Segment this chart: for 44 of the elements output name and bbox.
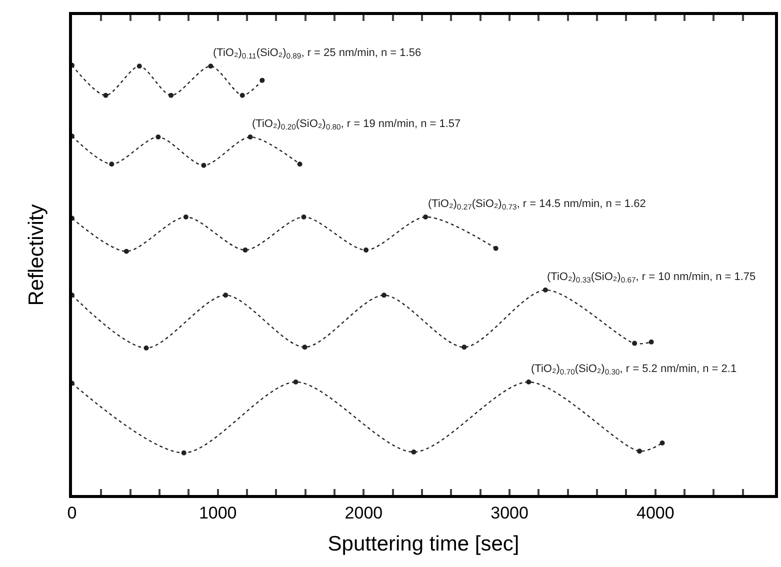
point	[301, 214, 306, 220]
point	[136, 64, 142, 69]
point	[462, 344, 467, 350]
x-tick-label: 3000	[490, 503, 528, 522]
y-axis-title: Reflectivity	[25, 204, 48, 306]
point	[364, 248, 369, 253]
series-label: (TiO₂)$_{0.33}$(SiO₂)$_{0.67}$, r = 10 nm/min, n = 1.75	[547, 271, 756, 284]
x-tick-label: 2000	[344, 503, 383, 522]
point	[260, 78, 265, 83]
x-axis-title: Sputtering time [sec]	[328, 532, 520, 556]
point	[124, 248, 129, 254]
point	[183, 214, 188, 220]
point	[660, 440, 665, 446]
point	[242, 248, 248, 253]
x-tick-label: 4000	[636, 503, 674, 522]
point	[201, 162, 206, 168]
point	[103, 92, 108, 98]
point	[381, 292, 386, 298]
point	[493, 246, 498, 251]
series-label: (TiO₂)$_{0.70}$(SiO₂)$_{0.30}$, r = 5.2 nm/min, n = 2.1	[531, 363, 737, 376]
point	[144, 346, 149, 351]
point	[240, 92, 245, 98]
series-label: (TiO₂)$_{0.11}$(SiO₂)$_{0.89}$, r = 25 nm/min, n = 1.56	[213, 47, 422, 60]
point	[109, 162, 114, 167]
x-tick-label: 0	[67, 503, 77, 522]
point	[648, 340, 654, 345]
point	[168, 92, 174, 98]
point	[156, 134, 161, 140]
point	[302, 344, 308, 350]
point	[637, 448, 642, 454]
point	[248, 134, 253, 140]
point	[293, 379, 298, 384]
point	[542, 288, 548, 293]
x-tick-label: 1000	[198, 503, 237, 522]
series-label: (TiO₂)$_{0.27}$(SiO₂)$_{0.73}$, r = 14.5 nm/min, n = 1.62	[428, 198, 646, 212]
point	[632, 340, 638, 346]
point	[223, 292, 228, 298]
point	[297, 162, 302, 167]
point	[181, 450, 186, 456]
series-label: (TiO₂)$_{0.20}$(SiO₂)$_{0.80}$, r = 19 nm/min, n = 1.57	[252, 118, 461, 132]
point	[423, 214, 428, 220]
point	[208, 64, 214, 69]
point	[411, 450, 416, 455]
point	[526, 379, 532, 384]
